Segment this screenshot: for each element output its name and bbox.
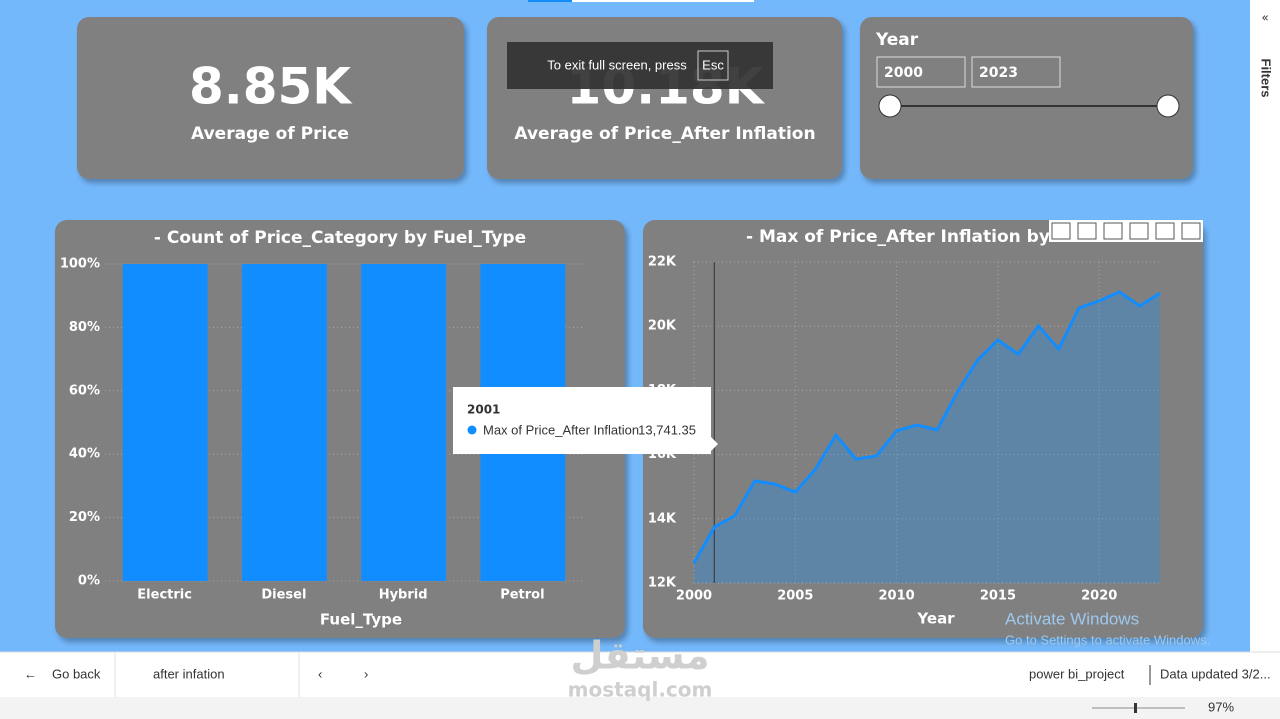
report-name: power bi_project bbox=[1029, 666, 1125, 681]
data-updated: Data updated 3/2... bbox=[1160, 666, 1271, 681]
kpi-label: Average of Price_After Inflation bbox=[514, 124, 815, 144]
tooltip-title: 2001 bbox=[467, 403, 500, 417]
header-bg bbox=[1049, 220, 1203, 242]
y-tick-label: 100% bbox=[60, 257, 100, 272]
x-tick-label: Hybrid bbox=[379, 588, 428, 603]
next-page[interactable]: › bbox=[364, 666, 368, 681]
kpi-value: 8.85K bbox=[189, 58, 353, 116]
chart-card bbox=[643, 220, 1203, 638]
tooltip-value: 13,741.35 bbox=[638, 422, 696, 437]
x-tick-label: Diesel bbox=[261, 588, 306, 603]
x-axis-title: Fuel_Type bbox=[320, 611, 402, 629]
slicer-from: 2000 bbox=[884, 65, 923, 81]
slider-handle[interactable] bbox=[1156, 94, 1180, 118]
bar bbox=[241, 264, 327, 581]
tooltip-pointer bbox=[711, 437, 718, 451]
notice-key: Esc bbox=[702, 57, 724, 72]
x-tick-label: Petrol bbox=[500, 588, 544, 603]
visual-header bbox=[1049, 220, 1203, 242]
notice-text: To exit full screen, press bbox=[547, 57, 687, 72]
slicer-title: Year bbox=[875, 30, 919, 50]
tooltip-measure: Max of Price_After Inflation bbox=[483, 422, 639, 437]
y-tick-label: 22K bbox=[648, 255, 677, 270]
back-button[interactable]: Go back bbox=[52, 666, 101, 681]
focus-icon[interactable] bbox=[1155, 222, 1175, 240]
back-arrow[interactable]: ← bbox=[24, 666, 37, 681]
bar bbox=[122, 264, 208, 581]
tab-indicator bbox=[528, 0, 572, 2]
y-tick-label: 20% bbox=[69, 510, 100, 525]
y-tick-label: 20K bbox=[648, 319, 677, 334]
y-tick-label: 60% bbox=[69, 383, 100, 398]
watermark-site: mostaql.com bbox=[568, 678, 713, 702]
x-tick-label: 2000 bbox=[676, 589, 712, 604]
x-tick-label: Electric bbox=[137, 588, 192, 603]
pin-icon[interactable] bbox=[1051, 222, 1071, 240]
slider-handle[interactable] bbox=[878, 94, 902, 118]
filters-pane[interactable] bbox=[1250, 0, 1280, 652]
area bbox=[694, 291, 1160, 583]
x-tick-label: 2020 bbox=[1081, 589, 1117, 604]
more-icon[interactable] bbox=[1181, 222, 1201, 240]
x-tick-label: 2010 bbox=[879, 589, 915, 604]
tab-indicator bbox=[572, 0, 754, 2]
status-bar bbox=[0, 697, 1280, 719]
watermark-subtitle: Go to Settings to activate Windows. bbox=[1005, 632, 1210, 647]
y-tick-label: 0% bbox=[78, 574, 100, 589]
filters-label: Filters bbox=[1259, 58, 1274, 97]
slicer-input[interactable] bbox=[876, 56, 966, 88]
tooltip-box bbox=[453, 387, 711, 454]
x-tick-label: 2015 bbox=[980, 589, 1016, 604]
kpi-label: Average of Price bbox=[191, 124, 349, 144]
y-tick-label: 12K bbox=[648, 576, 677, 591]
alert-icon[interactable] bbox=[1103, 222, 1123, 240]
y-tick-label: 14K bbox=[648, 511, 677, 526]
page-selector[interactable]: after infation bbox=[153, 666, 225, 681]
line bbox=[692, 290, 1161, 564]
y-tick-label: 40% bbox=[69, 447, 100, 462]
tooltip-swatch bbox=[467, 425, 477, 435]
prev-page[interactable]: ‹ bbox=[318, 666, 322, 681]
tooltip: 2001 Max of Price_After Inflation 13,741… bbox=[453, 387, 718, 454]
x-axis-title: Year bbox=[916, 610, 955, 628]
y-tick-label: 80% bbox=[69, 320, 100, 335]
chart-title: - Count of Price_Category by Fuel_Type bbox=[154, 228, 526, 248]
watermark-brand: مستقل bbox=[571, 634, 710, 678]
bar bbox=[361, 264, 447, 581]
slicer-input[interactable] bbox=[971, 56, 1061, 88]
filter-icon[interactable] bbox=[1129, 222, 1149, 240]
key-box bbox=[697, 50, 729, 81]
copy-icon[interactable] bbox=[1077, 222, 1097, 240]
footer-bar bbox=[0, 652, 1280, 697]
zoom-level: 97% bbox=[1208, 699, 1234, 714]
watermark-title: Activate Windows bbox=[1005, 609, 1139, 628]
kpi-card bbox=[77, 17, 464, 179]
collapse-icon[interactable]: « bbox=[1261, 11, 1268, 25]
x-tick-label: 2005 bbox=[777, 589, 813, 604]
chart-title: - Max of Price_After Inflation by Year bbox=[746, 227, 1099, 247]
zoom-handle[interactable] bbox=[1134, 703, 1137, 713]
slicer-to: 2023 bbox=[979, 65, 1018, 81]
fullscreen-notice bbox=[507, 42, 773, 89]
